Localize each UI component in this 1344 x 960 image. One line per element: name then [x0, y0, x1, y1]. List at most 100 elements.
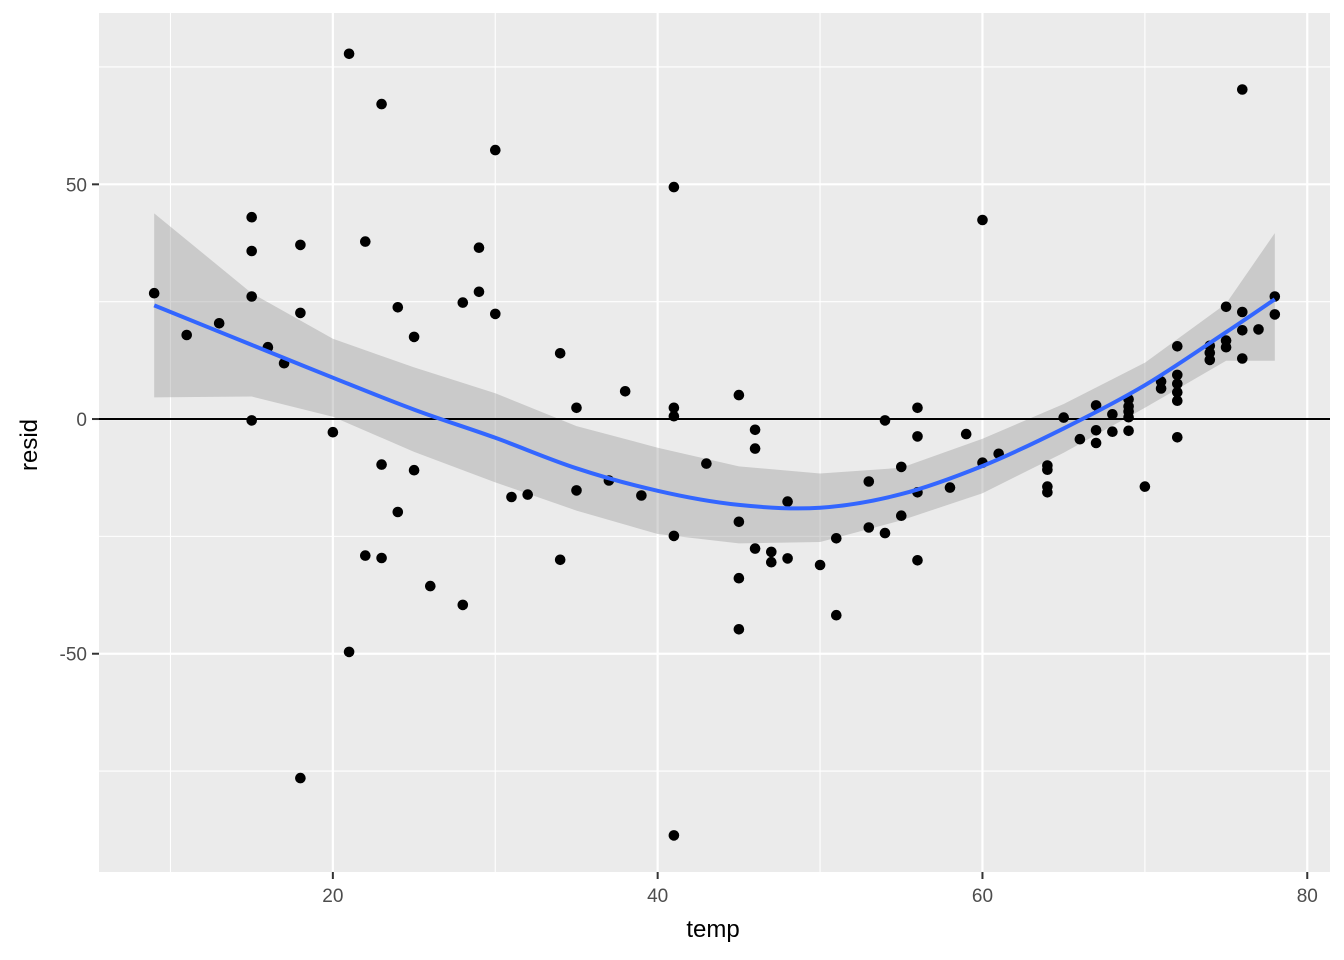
data-point: [749, 443, 761, 454]
data-point: [473, 286, 485, 298]
data-point: [1172, 369, 1183, 381]
data-point: [425, 580, 436, 592]
data-point: [1237, 306, 1248, 318]
data-point: [1090, 425, 1102, 436]
data-point: [668, 410, 680, 422]
data-point: [1058, 412, 1069, 423]
data-point: [246, 211, 257, 223]
data-point: [571, 402, 582, 414]
data-point: [766, 556, 777, 568]
data-point: [896, 461, 907, 473]
data-point: [733, 389, 745, 401]
x-axis-title: temp: [686, 916, 739, 943]
data-point: [831, 609, 842, 621]
data-point: [376, 552, 387, 564]
data-point: [376, 459, 387, 470]
data-point: [392, 506, 404, 518]
data-point: [506, 491, 517, 503]
data-point: [148, 287, 160, 299]
data-point: [1090, 400, 1102, 411]
data-point: [912, 555, 923, 566]
data-point: [1237, 325, 1248, 336]
data-point: [1042, 487, 1053, 498]
data-point: [490, 144, 501, 156]
data-point: [1172, 432, 1183, 443]
y-tick-label: 0: [76, 410, 87, 431]
data-point: [1139, 481, 1151, 492]
data-point: [1172, 341, 1183, 352]
x-axis-ticks: 20 40 60 80: [322, 872, 1318, 907]
data-point: [376, 98, 387, 110]
data-point: [1074, 433, 1086, 445]
x-tick-label: 80: [1297, 886, 1318, 907]
data-point: [1220, 301, 1232, 313]
data-point: [782, 496, 793, 507]
data-point: [1107, 426, 1118, 438]
data-point: [554, 554, 566, 566]
data-point: [360, 236, 371, 247]
data-point: [295, 307, 306, 319]
data-point: [1172, 378, 1183, 390]
data-point: [863, 476, 875, 487]
x-tick-label: 60: [972, 886, 993, 907]
x-tick-label: 40: [647, 886, 668, 907]
data-point: [457, 599, 469, 611]
data-point: [1253, 324, 1264, 335]
data-point: [1269, 309, 1281, 320]
data-point: [782, 553, 793, 564]
data-point: [831, 533, 842, 544]
data-point: [1220, 341, 1232, 353]
data-point: [1204, 354, 1216, 366]
data-point: [960, 428, 972, 440]
y-axis-title: resid: [16, 419, 43, 471]
data-point: [749, 543, 761, 554]
data-point: [246, 245, 257, 257]
data-point: [473, 242, 485, 253]
data-point: [977, 214, 988, 226]
smooth-line: [153, 297, 1276, 511]
data-point: [733, 516, 745, 528]
data-point: [360, 550, 371, 561]
y-tick-label: 50: [66, 175, 87, 196]
data-point: [457, 297, 469, 308]
data-point: [1042, 464, 1053, 476]
data-point: [879, 415, 891, 426]
panel-background: [99, 13, 1330, 872]
data-point: [1107, 409, 1118, 420]
data-point: [246, 291, 257, 302]
data-point: [1172, 387, 1183, 398]
data-point: [636, 490, 647, 501]
data-point: [814, 559, 826, 571]
data-point: [295, 239, 306, 251]
data-point: [701, 458, 712, 469]
data-point: [1123, 411, 1134, 423]
data-point: [1155, 383, 1167, 394]
data-point: [181, 329, 192, 341]
data-point: [490, 308, 501, 320]
data-point: [392, 302, 404, 313]
data-point: [1123, 425, 1134, 437]
data-point: [327, 426, 339, 438]
data-point: [879, 527, 891, 539]
data-point: [522, 489, 533, 500]
data-point: [246, 415, 257, 426]
data-point: [1237, 353, 1248, 364]
data-point: [912, 431, 923, 442]
data-point: [213, 318, 225, 329]
data-point: [668, 402, 680, 414]
data-point: [863, 522, 875, 533]
minor-gridlines: [99, 13, 1330, 872]
data-point: [668, 530, 680, 542]
data-point: [343, 48, 355, 60]
data-point: [766, 546, 777, 558]
data-point: [554, 348, 566, 359]
data-point: [1237, 84, 1248, 95]
data-point: [1172, 395, 1183, 407]
data-point: [571, 485, 582, 496]
data-point: [912, 402, 923, 414]
data-point: [343, 646, 355, 658]
data-point: [733, 572, 745, 584]
data-point: [944, 482, 956, 493]
data-point: [733, 624, 745, 635]
